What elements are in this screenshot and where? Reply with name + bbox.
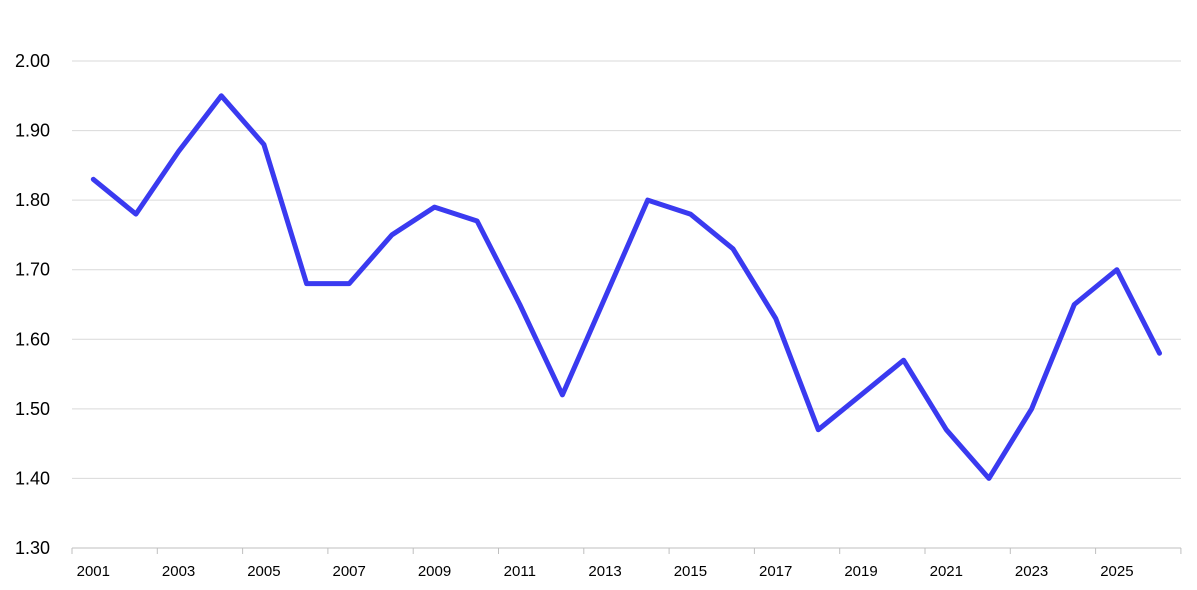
x-tick-label: 2015	[674, 563, 707, 580]
x-tick-label: 2019	[844, 563, 877, 580]
series-line	[90, 93, 1162, 481]
y-tick-label: 1.50	[15, 399, 50, 419]
x-tick-label: 2001	[77, 563, 110, 580]
y-tick-label: 1.80	[15, 190, 50, 210]
x-axis	[71, 547, 1182, 554]
x-tick-label: 2003	[162, 563, 195, 580]
x-tick-label: 2023	[1015, 563, 1048, 580]
y-tick-label: 2.00	[15, 51, 50, 71]
x-axis-ticks: 2001 2003 2005 2007 2009 2011 2013 2015 2017 2019…	[77, 563, 1134, 580]
x-tick-label: 2007	[333, 563, 366, 580]
x-tick-label: 2005	[247, 563, 280, 580]
y-tick-label: 1.30	[15, 538, 50, 558]
x-tick-label: 2013	[588, 563, 621, 580]
x-tick-label: 2025	[1100, 563, 1133, 580]
y-tick-label: 1.60	[15, 329, 50, 349]
y-tick-label: 1.90	[15, 121, 50, 141]
x-tick-label: 2009	[418, 563, 451, 580]
x-tick-label: 2011	[504, 563, 536, 580]
y-tick-label: 1.70	[15, 260, 50, 280]
series-layer	[90, 93, 1162, 481]
y-tick-label: 1.40	[15, 468, 50, 488]
x-tick-label: 2017	[759, 563, 792, 580]
y-axis-ticks: 1.30 1.40 1.50 1.60 1.70 1.80 1.90 2.00	[15, 51, 50, 558]
x-tick-label: 2021	[930, 563, 963, 580]
gridlines	[72, 60, 1181, 479]
